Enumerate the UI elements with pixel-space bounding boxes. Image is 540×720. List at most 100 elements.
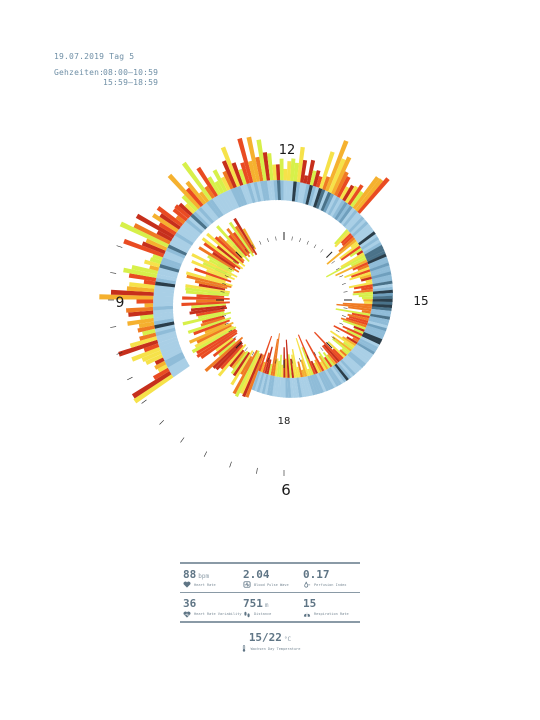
ring-segment — [171, 238, 191, 251]
clock-tick — [299, 357, 301, 362]
activity-bar — [349, 247, 363, 258]
activity-bar — [272, 333, 280, 376]
activity-bar — [325, 140, 349, 192]
ring-segment — [307, 375, 316, 396]
activity-bar — [212, 340, 242, 369]
activity-bar — [260, 361, 266, 373]
activity-bar — [358, 294, 373, 298]
ring-segment — [163, 253, 183, 264]
ring-segment — [340, 359, 356, 376]
ring-segment — [289, 180, 294, 202]
activity-bar — [285, 358, 288, 378]
activity-bar — [331, 156, 352, 195]
ring-segment — [153, 318, 174, 326]
activity-bar — [323, 356, 333, 368]
ring-segment — [264, 374, 271, 395]
activity-bar — [138, 321, 155, 329]
clock-label-9: 9 — [116, 295, 125, 311]
activity-bar — [352, 176, 380, 210]
activity-bar — [118, 339, 159, 357]
activity-bar — [145, 238, 168, 251]
activity-bar — [212, 251, 236, 269]
activity-bar — [206, 269, 228, 280]
ring-segment — [167, 244, 188, 256]
activity-bar — [347, 184, 364, 206]
activity-bar — [222, 170, 234, 190]
activity-bar — [231, 351, 246, 369]
activity-bar — [215, 337, 234, 352]
activity-bar — [218, 340, 236, 357]
activity-bar — [204, 322, 227, 334]
clock-tick — [228, 329, 233, 333]
activity-bar — [350, 190, 364, 208]
activity-bar — [361, 310, 371, 314]
ring-segment — [251, 370, 261, 391]
clock-tick — [331, 336, 335, 340]
activity-bar — [326, 239, 357, 265]
clock-tick — [235, 342, 242, 349]
perfusion-index-label: Perfusion Index — [314, 582, 347, 587]
lungs-icon — [303, 611, 311, 618]
heart-rate-unit: bpm — [198, 572, 210, 580]
ring-segment — [167, 357, 187, 371]
activity-bar — [361, 296, 373, 300]
ring-segment — [154, 288, 175, 294]
ring-segment — [243, 183, 253, 204]
outer-activity-bars — [99, 136, 390, 404]
blood-pulse-wave-value: 2.04 — [243, 567, 270, 581]
ring-segment — [259, 373, 267, 394]
dial-tick — [159, 419, 165, 425]
activity-bar — [141, 241, 166, 255]
ring-segment — [156, 330, 177, 340]
activity-bar — [291, 354, 297, 378]
ring-segment — [313, 187, 323, 208]
activity-bar — [156, 230, 173, 242]
activity-bar — [321, 345, 339, 364]
ring-segment — [361, 334, 381, 345]
ring-segment — [313, 373, 324, 394]
activity-bar — [214, 180, 225, 194]
drop-icon — [303, 581, 311, 588]
clock-label-12: 12 — [279, 143, 296, 158]
clock-tick — [224, 322, 229, 325]
ring-segment — [256, 181, 265, 202]
clock-tick — [224, 275, 229, 278]
ring-segment — [246, 183, 256, 204]
ring-segment — [367, 320, 388, 329]
ring-segment — [233, 186, 245, 207]
dial-tick — [127, 376, 133, 381]
ring-segment — [309, 375, 319, 395]
clock-tick — [335, 267, 340, 271]
activity-bar — [307, 368, 312, 376]
clock-tick — [222, 315, 227, 317]
perfusion-index-value: 0.17 — [303, 567, 330, 581]
clock-tick — [306, 355, 309, 360]
activity-bar — [339, 349, 347, 357]
ring-segment — [371, 274, 392, 282]
walking-hours: Gehzeiten:08:00–10:59 15:59–18:59 — [54, 68, 158, 88]
ring-segment — [200, 204, 217, 222]
clock-label-15: 15 — [413, 294, 428, 308]
activity-bar — [303, 175, 309, 184]
activity-bar — [152, 367, 170, 380]
ring-segment — [322, 370, 335, 390]
activity-bar — [268, 363, 273, 375]
activity-bar — [215, 342, 243, 371]
activity-bar — [144, 259, 161, 268]
ring-segment — [218, 193, 232, 213]
activity-bar — [314, 331, 342, 361]
ring-segment — [318, 372, 330, 392]
ring-segment — [153, 311, 174, 318]
ring-segment — [345, 354, 363, 371]
activity-bar — [199, 191, 210, 203]
ring-segment — [369, 262, 390, 272]
ring-segment — [195, 208, 212, 226]
ring-segment — [203, 202, 219, 221]
activity-bar — [339, 186, 350, 200]
ring-segment — [346, 214, 363, 231]
ring-segment — [155, 281, 176, 288]
activity-bar — [127, 317, 154, 326]
activity-bar — [270, 338, 279, 376]
ring-segment — [308, 185, 317, 206]
ring-segment — [230, 187, 242, 208]
